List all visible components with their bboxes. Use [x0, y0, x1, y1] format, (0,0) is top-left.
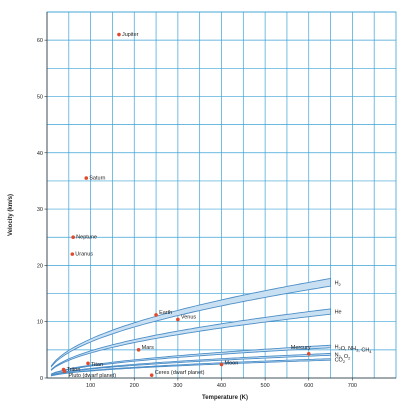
body-point [70, 252, 75, 256]
body-label: Saturn [89, 176, 105, 182]
body-label: Triton [67, 367, 81, 373]
x-tick-label: 400 [217, 383, 226, 389]
y-tick-label: 40 [37, 151, 43, 157]
gas-label: H2 [335, 280, 342, 287]
body-point [86, 361, 90, 366]
y-tick-label: 60 [37, 38, 43, 44]
gas-band-n2-o2 [50, 352, 332, 376]
y-tick-label: 10 [37, 320, 43, 326]
grid [47, 11, 396, 378]
body-label: Neptune [76, 235, 97, 241]
x-tick-label: 700 [348, 383, 357, 389]
body-points: Jupiter Saturn Neptune Uranus Earth Venus Mars… [61, 32, 311, 379]
body-label: Venus [181, 314, 197, 320]
body-label: Earth [159, 310, 172, 316]
body-label: Uranus [75, 252, 93, 258]
x-tick-label: 200 [130, 383, 139, 389]
x-tick-label: 600 [304, 383, 313, 389]
x-tick-label: 100 [86, 383, 95, 389]
gas-bands [50, 277, 332, 377]
body-point [149, 373, 154, 377]
x-tick-label: 500 [261, 383, 270, 389]
y-tick-label: 50 [37, 94, 43, 100]
y-tick-label: 30 [37, 207, 43, 213]
body-point [176, 317, 180, 322]
body-point [154, 313, 158, 317]
body-label: Pluto (dwarf planet) [68, 373, 116, 379]
body-point [136, 348, 141, 352]
y-tick-label: 0 [40, 376, 43, 382]
x-axis-title: Temperature (K) [202, 395, 248, 401]
gas-label: He [335, 310, 342, 316]
body-label: Mars [142, 345, 154, 351]
body-point [306, 351, 311, 356]
body-point [71, 235, 75, 240]
body-point [84, 176, 89, 180]
body-point [117, 32, 121, 37]
y-tick-label: 20 [37, 263, 43, 269]
body-label: Moon [225, 360, 239, 366]
body-label: Titan [91, 362, 103, 368]
gas-band-he [50, 308, 332, 372]
gas-label: N2, O2 [335, 352, 352, 360]
body-label: Jupiter [122, 32, 139, 38]
body-label: Ceres (dwarf planet) [155, 370, 205, 376]
gas-label: CO2 [335, 357, 346, 364]
body-label: Mercury [291, 345, 311, 351]
gas-band-co2 [50, 358, 332, 377]
gas-label: H2O, NH3, CH4 [335, 344, 373, 354]
x-tick-label: 300 [173, 383, 182, 389]
y-tick-labels: 0 10 20 30 40 50 60 [37, 38, 47, 382]
y-axis-title: Velocity (km/s) [8, 194, 14, 236]
gas-band-h2o-nh3-ch4 [50, 344, 332, 375]
body-point [219, 362, 224, 367]
body-point [62, 369, 67, 374]
x-tick-labels: 100 200 300 400 500 600 700 [86, 378, 357, 389]
gas-band-h2 [50, 277, 332, 368]
